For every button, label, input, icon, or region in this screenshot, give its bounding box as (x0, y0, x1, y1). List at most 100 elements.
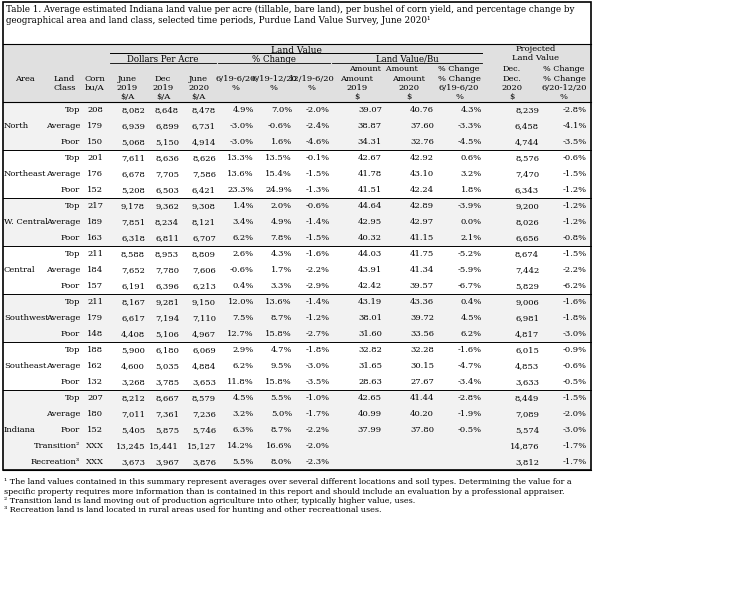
Text: 3,812: 3,812 (515, 458, 539, 466)
Text: 41.75: 41.75 (410, 250, 434, 258)
Text: -1.8%: -1.8% (306, 346, 330, 354)
Text: 37.80: 37.80 (410, 426, 434, 434)
Text: 211: 211 (87, 298, 103, 306)
Text: 33.56: 33.56 (410, 330, 434, 338)
Text: Projected
Land Value: Projected Land Value (512, 45, 559, 62)
Text: 43.19: 43.19 (358, 298, 382, 306)
Text: 2.0%: 2.0% (271, 202, 292, 210)
Text: -3.0%: -3.0% (230, 122, 254, 130)
Text: Indiana: Indiana (4, 426, 36, 434)
Text: 5,829: 5,829 (515, 282, 539, 290)
Text: 5.5%: 5.5% (232, 458, 254, 466)
Text: -1.6%: -1.6% (562, 298, 587, 306)
Text: Top: Top (64, 106, 80, 114)
Text: 8,667: 8,667 (155, 394, 179, 402)
Text: Average: Average (46, 410, 80, 418)
Text: 13.5%: 13.5% (266, 154, 292, 162)
Text: 3,876: 3,876 (192, 458, 216, 466)
Text: 6,015: 6,015 (515, 346, 539, 354)
Bar (3, 230, 591, 246)
Text: 207: 207 (87, 394, 103, 402)
Text: 8.0%: 8.0% (271, 458, 292, 466)
Text: -0.6%: -0.6% (563, 362, 587, 370)
Text: ³ Recreation land is land located in rural areas used for hunting and other recr: ³ Recreation land is land located in rur… (4, 506, 382, 514)
Text: -0.6%: -0.6% (563, 154, 587, 162)
Text: -3.0%: -3.0% (562, 330, 587, 338)
Text: Southwest: Southwest (4, 314, 49, 322)
Text: -1.7%: -1.7% (562, 442, 587, 450)
Text: -1.4%: -1.4% (306, 218, 330, 226)
Text: 15,441: 15,441 (149, 442, 179, 450)
Text: -5.2%: -5.2% (458, 250, 482, 258)
Text: 8,588: 8,588 (121, 250, 145, 258)
Text: 6.2%: 6.2% (460, 330, 482, 338)
Text: 8,648: 8,648 (154, 106, 179, 114)
Text: 31.65: 31.65 (358, 362, 382, 370)
Text: Average: Average (46, 122, 80, 130)
Text: -3.0%: -3.0% (562, 426, 587, 434)
Text: 7,470: 7,470 (514, 170, 539, 178)
Text: -1.5%: -1.5% (306, 234, 330, 242)
Text: 42.24: 42.24 (410, 186, 434, 194)
Text: Dec.
2020
$: Dec. 2020 $ (501, 75, 522, 101)
Text: -1.5%: -1.5% (306, 170, 330, 178)
Text: 42.42: 42.42 (358, 282, 382, 290)
Text: 7.0%: 7.0% (271, 106, 292, 114)
Text: -2.2%: -2.2% (306, 266, 330, 274)
Text: 4.5%: 4.5% (460, 314, 482, 322)
Text: 8,234: 8,234 (154, 218, 179, 226)
Text: 1.8%: 1.8% (460, 186, 482, 194)
Text: Northeast: Northeast (4, 170, 46, 178)
Text: -0.1%: -0.1% (306, 154, 330, 162)
Text: 2.1%: 2.1% (460, 234, 482, 242)
Text: 6,458: 6,458 (514, 122, 539, 130)
Text: Dec.: Dec. (503, 65, 520, 73)
Text: 6,318: 6,318 (121, 234, 145, 242)
Text: -6.2%: -6.2% (563, 282, 587, 290)
Text: 7,011: 7,011 (121, 410, 145, 418)
Text: 43.91: 43.91 (358, 266, 382, 274)
Text: Average: Average (46, 362, 80, 370)
Text: Southeast: Southeast (4, 362, 46, 370)
Text: -3.5%: -3.5% (306, 378, 330, 386)
Bar (3, 246, 591, 262)
Text: 3.4%: 3.4% (232, 218, 254, 226)
Text: 43.36: 43.36 (410, 298, 434, 306)
Text: Top: Top (64, 394, 80, 402)
Text: % Change
6/19-6/20
%: % Change 6/19-6/20 % (437, 75, 481, 101)
Text: -4.7%: -4.7% (458, 362, 482, 370)
Bar (3, 44, 591, 102)
Text: 30.15: 30.15 (410, 362, 434, 370)
Text: Amount
2019
$: Amount 2019 $ (340, 75, 374, 101)
Text: -3.0%: -3.0% (306, 362, 330, 370)
Text: -1.5%: -1.5% (562, 394, 587, 402)
Text: 3,785: 3,785 (154, 378, 179, 386)
Text: 5,208: 5,208 (122, 186, 145, 194)
Text: -1.6%: -1.6% (458, 346, 482, 354)
Bar (3, 166, 591, 182)
Text: 6,503: 6,503 (155, 186, 179, 194)
Text: 39.57: 39.57 (410, 282, 434, 290)
Text: 7,780: 7,780 (155, 266, 179, 274)
Text: XXX: XXX (86, 442, 104, 450)
Text: 28.63: 28.63 (358, 378, 382, 386)
Text: 42.92: 42.92 (410, 154, 434, 162)
Text: 0.4%: 0.4% (232, 282, 254, 290)
Text: 8,121: 8,121 (192, 218, 216, 226)
Text: 3.3%: 3.3% (271, 282, 292, 290)
Text: 15,127: 15,127 (187, 442, 216, 450)
Text: 15.8%: 15.8% (266, 330, 292, 338)
Text: Land Value: Land Value (271, 46, 322, 55)
Bar (3, 326, 591, 342)
Text: Top: Top (64, 298, 80, 306)
Text: 211: 211 (87, 250, 103, 258)
Text: Average: Average (46, 266, 80, 274)
Text: 6,069: 6,069 (192, 346, 216, 354)
Text: 14.2%: 14.2% (227, 442, 254, 450)
Text: 132: 132 (87, 378, 103, 386)
Text: 39.07: 39.07 (358, 106, 382, 114)
Text: 8,636: 8,636 (155, 154, 179, 162)
Text: -1.2%: -1.2% (562, 186, 587, 194)
Text: 9,150: 9,150 (192, 298, 216, 306)
Text: 7,652: 7,652 (122, 266, 145, 274)
